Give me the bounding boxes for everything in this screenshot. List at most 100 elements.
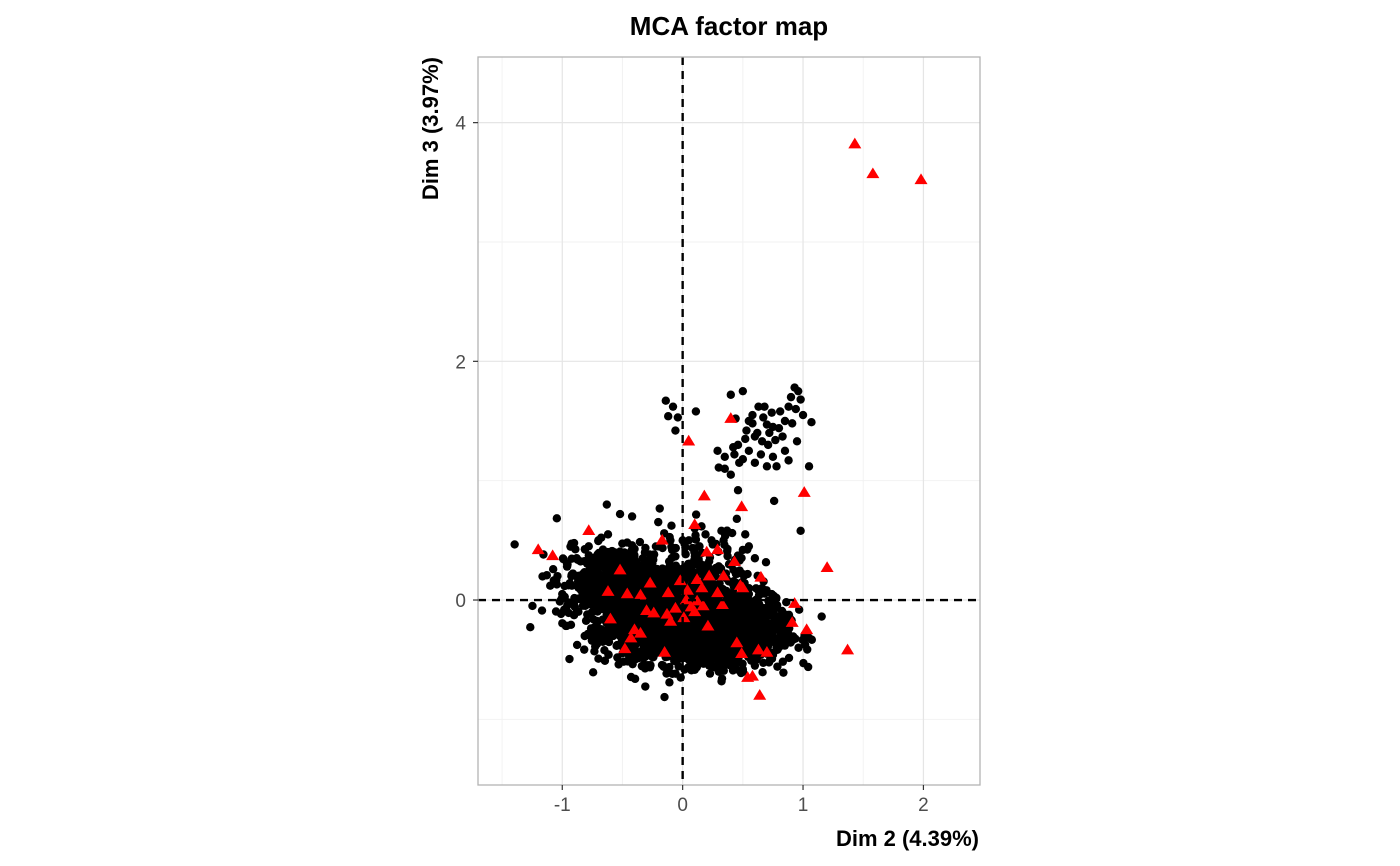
- individual-point: [725, 595, 734, 604]
- category-point: [688, 605, 702, 617]
- individual-point: [581, 616, 591, 625]
- individual-point: [767, 589, 776, 599]
- x-tick-label: 2: [918, 795, 929, 816]
- individual-point: [758, 667, 767, 677]
- individual-point: [729, 443, 738, 452]
- individual-point: [756, 450, 766, 459]
- individual-point: [726, 390, 736, 399]
- individual-point: [756, 607, 766, 617]
- individual-point: [804, 462, 814, 471]
- individual-point: [717, 526, 726, 536]
- individual-point: [781, 610, 790, 619]
- individual-point: [583, 610, 592, 619]
- individual-point: [803, 645, 812, 654]
- category-point: [914, 173, 928, 185]
- individual-point: [621, 576, 631, 585]
- y-tick-label: 4: [455, 114, 466, 135]
- individual-point: [682, 574, 691, 583]
- category-point: [820, 561, 834, 573]
- x-tick-label: 1: [798, 795, 809, 816]
- individual-point: [749, 611, 758, 620]
- category-point: [682, 434, 696, 446]
- individual-point: [748, 410, 757, 420]
- individual-point: [572, 640, 582, 650]
- individual-point: [565, 654, 574, 664]
- individual-point: [699, 650, 708, 660]
- category-point: [785, 616, 799, 627]
- individual-point: [741, 434, 750, 444]
- individual-point: [560, 581, 569, 591]
- individual-point: [713, 446, 722, 456]
- individual-point: [728, 579, 737, 588]
- individual-point: [641, 543, 650, 553]
- individual-point: [593, 626, 603, 635]
- individual-point: [667, 595, 676, 604]
- individual-point: [701, 561, 710, 570]
- individual-point: [735, 601, 744, 610]
- individual-point: [598, 581, 607, 590]
- individual-point: [778, 432, 787, 441]
- individual-point: [688, 617, 697, 626]
- individual-point: [585, 630, 594, 640]
- category-point: [531, 543, 545, 555]
- individual-point: [762, 462, 772, 471]
- individual-point: [750, 661, 760, 670]
- category-point: [788, 597, 802, 608]
- individual-point: [759, 413, 768, 422]
- category-point: [848, 137, 862, 149]
- category-point: [800, 623, 814, 635]
- individual-point: [526, 623, 535, 632]
- individual-point: [718, 645, 727, 655]
- individual-point: [754, 632, 763, 641]
- individual-point: [562, 562, 572, 571]
- individual-point: [690, 551, 700, 561]
- category-point: [582, 524, 596, 536]
- individual-point: [772, 462, 781, 471]
- individual-point: [685, 559, 695, 568]
- individual-point: [757, 437, 767, 446]
- individual-point: [688, 543, 697, 553]
- individual-point: [631, 655, 640, 664]
- individual-point: [661, 396, 670, 405]
- category-point: [736, 581, 750, 593]
- individual-point: [671, 552, 680, 561]
- individual-point: [619, 657, 628, 666]
- category-point: [601, 585, 615, 596]
- individual-point: [644, 567, 654, 576]
- individual-point: [641, 682, 650, 691]
- individual-point: [738, 386, 748, 396]
- category-point: [702, 569, 716, 581]
- category-point: [661, 586, 675, 598]
- category-point: [690, 573, 704, 584]
- category-point: [664, 614, 678, 626]
- individual-point: [730, 450, 739, 459]
- individual-point: [722, 526, 732, 535]
- y-tick-label: 2: [455, 352, 466, 373]
- individual-point: [577, 586, 586, 595]
- category-point: [735, 500, 749, 512]
- individual-point: [658, 597, 667, 606]
- individual-point: [548, 565, 558, 574]
- category-point: [613, 563, 627, 575]
- individual-point: [645, 663, 655, 672]
- category-point: [627, 623, 641, 635]
- individual-point: [738, 665, 748, 674]
- individual-point: [570, 602, 580, 611]
- individual-point: [633, 610, 643, 619]
- individual-point: [551, 607, 561, 616]
- individual-point: [657, 630, 667, 639]
- individual-point: [738, 545, 748, 555]
- individual-point: [627, 512, 637, 521]
- category-point: [546, 549, 560, 561]
- individual-point: [667, 521, 676, 530]
- individual-point: [771, 614, 781, 623]
- individual-point: [668, 402, 678, 411]
- individual-point: [707, 536, 716, 545]
- category-point: [841, 643, 855, 655]
- individual-point: [775, 407, 785, 416]
- individual-point: [750, 554, 760, 563]
- category-point: [679, 593, 693, 605]
- individual-point: [631, 572, 640, 582]
- individual-point: [732, 569, 742, 579]
